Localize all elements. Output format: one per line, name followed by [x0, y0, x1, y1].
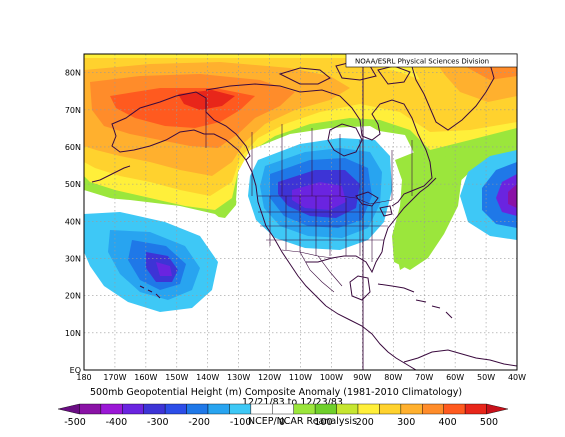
hawaii [139, 285, 161, 299]
longitude-tick-label: 130W [227, 373, 250, 382]
colorbar-swatch [164, 403, 187, 415]
latitude-tick-label: 70N [65, 106, 81, 115]
colorbar-swatch [207, 403, 230, 415]
positive-atlantic-green [392, 150, 462, 270]
colorbar-swatch [229, 403, 252, 415]
negative-atlantic-center [508, 184, 517, 208]
longitude-tick-label: 150W [165, 373, 188, 382]
colorbar-swatch [293, 403, 316, 415]
colorbar-swatch [122, 403, 144, 415]
colorbar-label: -200 [188, 417, 210, 428]
longitude-tick-label: 100W [320, 373, 343, 382]
arctic-canada-coast [205, 83, 433, 207]
latitude-tick-label: 40N [65, 217, 81, 226]
colorbar-label: -500 [64, 417, 86, 428]
colorbar-swatch [379, 403, 402, 415]
longitude-tick-label: 70W [415, 373, 433, 382]
latitude-tick-label: 10N [65, 329, 81, 338]
latitude-tick-label: EQ [70, 366, 81, 375]
colorbar-label: 0 [279, 417, 285, 428]
colorbar-label: 100 [314, 417, 332, 428]
longitude-tick-label: 60W [446, 373, 464, 382]
gulf-coast [306, 251, 383, 274]
colorbar-swatch [79, 403, 102, 415]
longitude-tick-label: 160W [134, 373, 157, 382]
political-boundaries [205, 54, 413, 370]
colorbar-labels: -500 -400 -300 -200 -100 0 100 200 300 400 500 [64, 417, 498, 428]
longitude-tick-label: 180 [76, 373, 91, 382]
colorbar-swatch [464, 403, 487, 415]
hudson-bay [327, 123, 363, 157]
colorbar-swatch [143, 403, 166, 415]
latitude-tick-labels: EQ 10N 20N 30N 40N 50N 60N 70N 80N [65, 69, 81, 375]
longitude-tick-label: 80W [384, 373, 402, 382]
negative-pacific-center [156, 262, 172, 276]
colorbar-swatch [486, 403, 509, 415]
west-coast-na [245, 159, 327, 307]
data-source: NCEP/NCAR Reanalysis [248, 416, 357, 427]
longitude-tick-label: 140W [196, 373, 219, 382]
latitude-tick-label: 50N [65, 180, 81, 189]
latitude-tick-label: 80N [65, 69, 81, 78]
us-mexico-border [281, 249, 333, 259]
colorbar-swatch [57, 403, 80, 415]
colorbar-label: -300 [147, 417, 169, 428]
east-coast-na [381, 177, 437, 253]
longitude-tick-label: 120W [258, 373, 281, 382]
longitude-tick-label: 170W [103, 373, 126, 382]
colorbar-label: 500 [480, 417, 498, 428]
credit-box-background [345, 53, 518, 68]
colorbar-label: -100 [230, 417, 252, 428]
colorbar-swatch [443, 403, 466, 415]
colorbar-label: 300 [397, 417, 415, 428]
map-title: 500mb Geopotential Height (m) Composite … [90, 387, 462, 398]
longitude-tick-label: 40W [508, 373, 526, 382]
date-range: 12/21/83 to 12/23/83 [242, 397, 343, 408]
credit-text: NOAA/ESRL Physical Sciences Division [355, 58, 489, 66]
colorbar-swatch [186, 403, 209, 415]
us-canada-border [258, 195, 393, 205]
colorbar-swatch [272, 403, 294, 415]
colorbar-swatch [422, 403, 444, 415]
colorbar-swatch [100, 403, 123, 415]
longitude-tick-label: 110W [289, 373, 312, 382]
south-america-coast [403, 349, 517, 367]
longitude-tick-label: 50W [477, 373, 495, 382]
great-lakes [355, 191, 393, 217]
plot-frame [83, 53, 518, 371]
longitude-tick-labels: 180 170W 160W 150W 140W 130W 120W 110W 100W 90W 80… [76, 373, 526, 382]
aleutians [91, 165, 131, 183]
colorbar-label: 200 [356, 417, 374, 428]
colorbar-swatch [357, 403, 380, 415]
credit-box: NOAA/ESRL Physical Sciences Division [345, 53, 518, 68]
latitude-tick-label: 60N [65, 143, 81, 152]
colorbar-swatch [336, 403, 359, 415]
latitude-tick-label: 20N [65, 292, 81, 301]
longitude-tick-label: 90W [353, 373, 371, 382]
latitude-tick-label: 30N [65, 254, 81, 263]
colorbar-swatch [314, 403, 337, 415]
canada-province-lines [251, 124, 413, 200]
mexico-lines [299, 251, 343, 293]
colorbar-swatch [400, 403, 423, 415]
central-america [325, 305, 417, 370]
colorbar [57, 403, 509, 415]
caribbean-islands [377, 283, 453, 319]
yucatan [349, 275, 371, 301]
colorbar-swatch [250, 403, 273, 415]
us-state-lines [258, 196, 392, 262]
colorbar-label: 400 [439, 417, 457, 428]
coastlines [91, 55, 517, 370]
colorbar-label: -400 [106, 417, 128, 428]
